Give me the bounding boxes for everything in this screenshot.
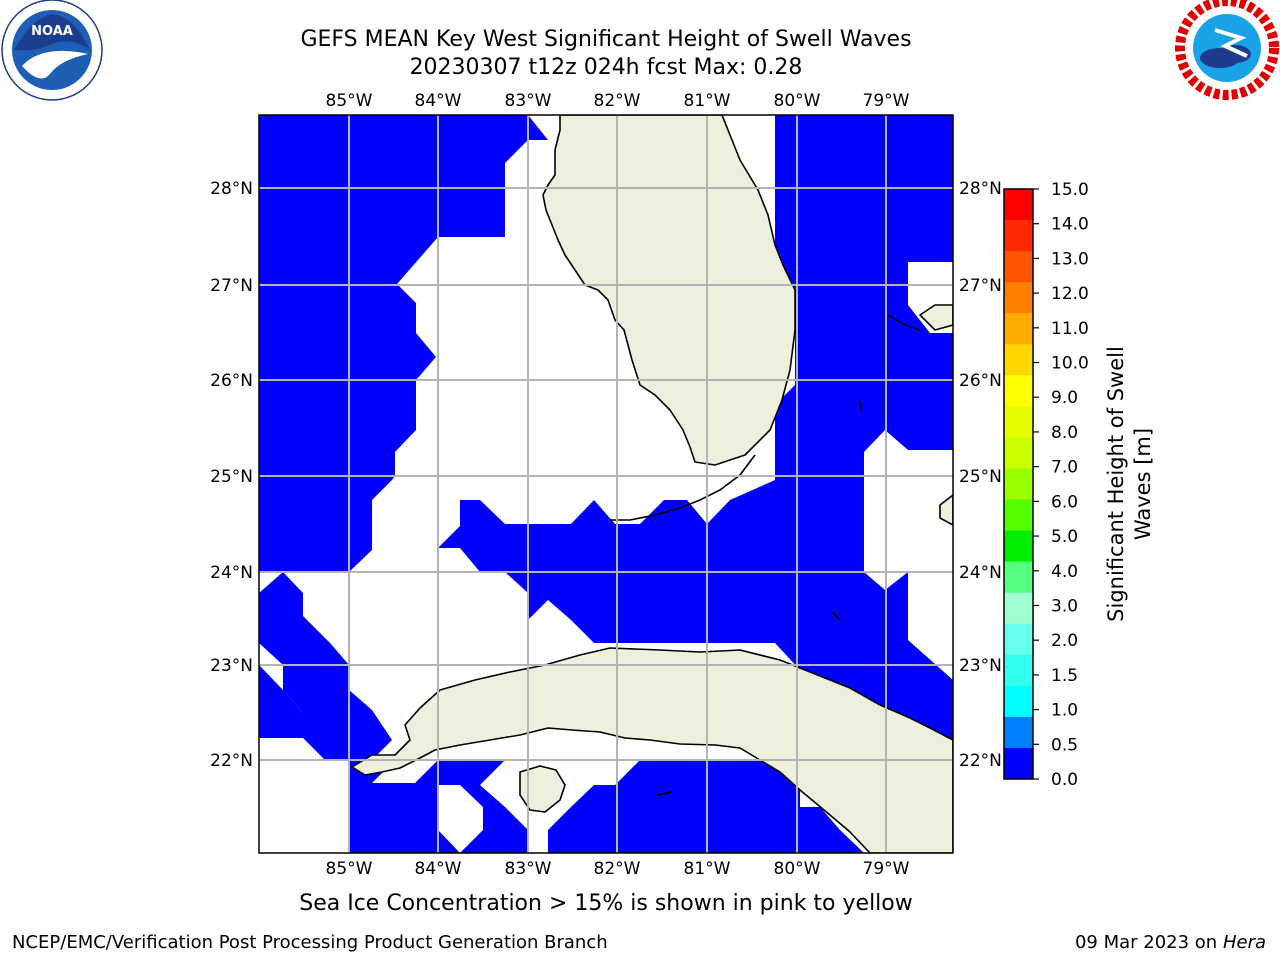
bahamas-coast (887, 314, 921, 331)
colorbar-tick-label-3: 13.0 (1051, 249, 1089, 269)
lat-label-left-3: 26°N (210, 371, 253, 391)
colorbar-tick-label-1: 15.0 (1051, 180, 1089, 200)
swell-region-2 (775, 115, 953, 570)
colorbar-title-line1: Significant Height of Swell (1104, 346, 1128, 622)
noaa-logo: NOAA (1, 0, 103, 101)
map-title: GEFS MEAN Key West Significant Height of… (300, 27, 912, 52)
bimini-island (859, 401, 863, 413)
lat-label-right-6: 23°N (959, 656, 1002, 676)
land-mass-3 (519, 765, 566, 813)
lon-label-bottom-6: 80°W (774, 859, 821, 879)
colorbar-title-line2: Waves [m] (1131, 428, 1155, 540)
nws-logo (1175, 0, 1279, 100)
lon-label-top-2: 84°W (415, 91, 462, 111)
colorbar-tick-label-14: 2.0 (1051, 631, 1078, 651)
colorbar-segment-6 (1004, 344, 1033, 376)
lat-label-left-2: 27°N (210, 276, 253, 296)
colorbar-tick-label-8: 8.0 (1051, 423, 1078, 443)
lon-label-top-1: 85°W (326, 91, 373, 111)
land-mass-2 (351, 647, 953, 853)
lon-label-bottom-2: 84°W (415, 859, 462, 879)
colorbar-segment-13 (1004, 561, 1033, 594)
lat-label-right-1: 28°N (959, 179, 1002, 199)
colorbar-segment-7 (1004, 375, 1033, 407)
colorbar-tick-label-4: 12.0 (1051, 284, 1089, 304)
lon-label-top-4: 82°W (594, 91, 641, 111)
colorbar-tick-label-7: 9.0 (1051, 388, 1078, 408)
lat-label-left-1: 28°N (210, 179, 253, 199)
colorbar-tick-label-13: 3.0 (1051, 596, 1078, 616)
colorbar-segment-14 (1004, 592, 1033, 625)
lat-label-right-3: 26°N (959, 371, 1002, 391)
lat-label-left-5: 24°N (210, 563, 253, 583)
land-mass-4 (919, 304, 953, 331)
land-mass-5 (939, 494, 953, 526)
colorbar-tick-label-16: 1.0 (1051, 701, 1078, 721)
footer-date: 09 Mar 2023 on Hera (1075, 932, 1266, 953)
colorbar-tick-label-10: 6.0 (1051, 492, 1078, 512)
colorbar-tick-label-17: 0.5 (1051, 735, 1078, 755)
colorbar-segment-16 (1004, 654, 1033, 687)
lat-label-left-4: 25°N (210, 467, 253, 487)
colorbar-segment-17 (1004, 685, 1033, 718)
swell-region-5 (259, 665, 303, 738)
colorbar-tick-label-5: 11.0 (1051, 319, 1089, 339)
colorbar-frame (1003, 188, 1034, 780)
lon-label-top-5: 81°W (684, 91, 731, 111)
land-mass-1 (542, 115, 796, 466)
colorbar-segment-4 (1004, 282, 1033, 314)
colorbar-segment-1 (1004, 189, 1033, 221)
lat-label-left-7: 22°N (210, 751, 253, 771)
colorbar-tick-label-12: 4.0 (1051, 562, 1078, 582)
footer-branch: NCEP/EMC/Verification Post Processing Pr… (12, 932, 608, 953)
footer-host: Hera (1222, 932, 1266, 953)
colorbar-tick-label-6: 10.0 (1051, 354, 1089, 374)
colorbar-segment-5 (1004, 313, 1033, 345)
lon-label-bottom-3: 83°W (505, 859, 552, 879)
cuba-south-cay (656, 791, 673, 796)
map-layers (259, 115, 953, 853)
footer-date-text: 09 Mar 2023 on (1074, 932, 1218, 953)
lon-label-top-7: 79°W (863, 91, 910, 111)
map-subtitle: 20230307 t12z 024h fcst Max: 0.28 (409, 55, 803, 80)
colorbar-segment-15 (1004, 623, 1033, 656)
lon-label-top-3: 83°W (505, 91, 552, 111)
colorbar-segment-11 (1004, 499, 1033, 532)
colorbar-tick-label-11: 5.0 (1051, 527, 1078, 547)
colorbar-segment-12 (1004, 530, 1033, 563)
lon-label-bottom-7: 79°W (863, 859, 910, 879)
lat-label-left-6: 23°N (210, 656, 253, 676)
colorbar-tick-label-2: 14.0 (1051, 215, 1089, 235)
colorbar-segment-19 (1004, 747, 1033, 780)
lon-label-bottom-5: 81°W (684, 859, 731, 879)
colorbar-tick-label-15: 1.5 (1051, 666, 1078, 686)
colorbar-segment-18 (1004, 716, 1033, 749)
lat-label-right-2: 27°N (959, 276, 1002, 296)
map-frame (258, 114, 954, 854)
swell-region-3 (438, 480, 953, 760)
lat-label-right-7: 22°N (959, 751, 1002, 771)
lat-label-right-5: 24°N (959, 563, 1002, 583)
colorbar-tick-label-18: 0.0 (1051, 770, 1078, 790)
colorbar-segment-3 (1004, 251, 1033, 283)
lat-label-right-4: 25°N (959, 467, 1002, 487)
lon-label-top-6: 80°W (774, 91, 821, 111)
colorbar-segment-2 (1004, 220, 1033, 252)
colorbar-segment-8 (1004, 406, 1033, 438)
swell-region-1 (259, 115, 548, 572)
noaa-logo-text: NOAA (31, 24, 73, 39)
lon-label-bottom-1: 85°W (326, 859, 373, 879)
colorbar-segment-10 (1004, 468, 1033, 501)
cay-island (831, 611, 841, 621)
lon-label-bottom-4: 82°W (594, 859, 641, 879)
nodata-patch-1 (438, 785, 483, 853)
sea-ice-note: Sea Ice Concentration > 15% is shown in … (299, 891, 913, 916)
florida-keys (610, 454, 756, 521)
colorbar-tick-label-9: 7.0 (1051, 458, 1078, 478)
colorbar-segment-9 (1004, 437, 1033, 469)
